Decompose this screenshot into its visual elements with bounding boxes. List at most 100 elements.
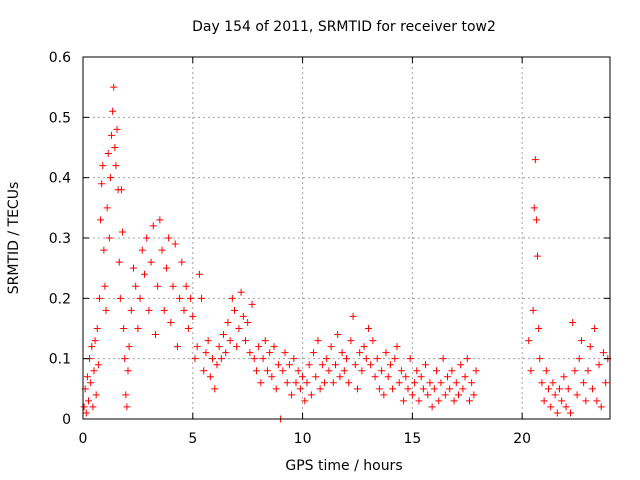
data-point	[222, 349, 230, 357]
data-point	[90, 367, 98, 375]
data-point	[97, 216, 105, 224]
x-tick-label: 20	[513, 431, 531, 447]
data-point	[288, 391, 296, 399]
data-point	[360, 343, 368, 351]
data-point	[94, 361, 102, 369]
data-point	[599, 349, 607, 357]
data-point	[171, 240, 179, 248]
data-point	[136, 294, 144, 302]
data-point	[404, 385, 412, 393]
y-tick-label: 0	[62, 412, 71, 428]
data-point	[397, 367, 405, 375]
data-point	[327, 343, 335, 351]
data-point	[446, 385, 454, 393]
data-point	[435, 397, 443, 405]
data-point	[553, 409, 561, 417]
data-point	[310, 349, 318, 357]
data-point	[463, 355, 471, 363]
chart-title: Day 154 of 2011, SRMTID for receiver tow…	[192, 19, 496, 35]
data-point	[303, 379, 311, 387]
data-point	[151, 331, 159, 339]
data-point	[413, 367, 421, 375]
data-point	[402, 373, 410, 381]
data-point	[296, 385, 304, 393]
data-point	[301, 397, 309, 405]
x-tick-label: 15	[403, 431, 421, 447]
data-point	[115, 258, 123, 266]
data-point	[452, 379, 460, 387]
data-point	[312, 373, 320, 381]
data-point	[268, 373, 276, 381]
data-point	[437, 379, 445, 387]
data-point	[433, 367, 441, 375]
data-point	[316, 385, 324, 393]
data-point	[395, 379, 403, 387]
data-point	[430, 385, 438, 393]
data-point	[353, 385, 361, 393]
data-point	[255, 343, 263, 351]
data-point	[104, 150, 112, 158]
data-point	[351, 361, 359, 369]
data-point	[571, 367, 579, 375]
data-point	[411, 379, 419, 387]
data-point	[211, 385, 219, 393]
data-point	[257, 379, 265, 387]
data-point	[120, 325, 128, 332]
data-point	[103, 204, 111, 212]
data-point	[329, 379, 337, 387]
data-point	[468, 379, 476, 387]
data-point	[270, 343, 278, 351]
data-point	[191, 355, 199, 363]
data-points	[80, 83, 612, 423]
data-point	[347, 337, 355, 345]
data-point	[386, 361, 394, 369]
data-point	[233, 343, 241, 351]
data-point	[108, 131, 116, 139]
data-point	[145, 306, 153, 314]
data-point	[178, 258, 186, 266]
y-axis-title: SRMTID / TECUs	[6, 182, 22, 295]
data-point	[426, 379, 434, 387]
data-point	[459, 385, 467, 393]
x-tick-label: 10	[294, 431, 312, 447]
data-point	[113, 125, 121, 133]
y-tick-label: 0.4	[49, 171, 71, 187]
data-point	[345, 379, 353, 387]
data-point	[100, 246, 108, 254]
data-point	[80, 403, 88, 411]
data-point	[239, 312, 247, 320]
data-point	[111, 144, 119, 151]
data-point	[602, 379, 610, 387]
x-axis-title: GPS time / hours	[285, 458, 402, 474]
data-point	[536, 355, 544, 363]
data-point	[272, 385, 280, 393]
data-point	[323, 355, 331, 363]
data-point	[419, 385, 427, 393]
data-point	[140, 270, 148, 278]
data-point	[586, 343, 594, 351]
data-point	[325, 367, 333, 375]
data-point	[165, 234, 173, 242]
data-point	[162, 264, 170, 272]
data-point	[531, 156, 539, 164]
data-point	[116, 294, 124, 302]
data-point	[294, 367, 302, 375]
data-point	[349, 312, 357, 320]
data-point	[173, 343, 181, 351]
data-point	[424, 391, 432, 399]
data-point	[527, 367, 535, 375]
data-point	[261, 337, 269, 345]
data-point	[266, 349, 274, 357]
x-tick-label: 5	[188, 431, 197, 447]
data-point	[241, 337, 249, 345]
tick-labels: 0 5 10 15 20 0 0.1 0.2 0.3 0.4 0.5 0.6	[49, 50, 531, 447]
data-point	[220, 331, 228, 339]
data-point	[400, 397, 408, 405]
data-point	[209, 355, 217, 363]
data-point	[119, 228, 127, 236]
data-point	[332, 361, 340, 369]
data-point	[555, 385, 563, 393]
data-point	[393, 343, 401, 351]
data-point	[343, 355, 350, 363]
y-tick-label: 0.3	[49, 231, 71, 247]
